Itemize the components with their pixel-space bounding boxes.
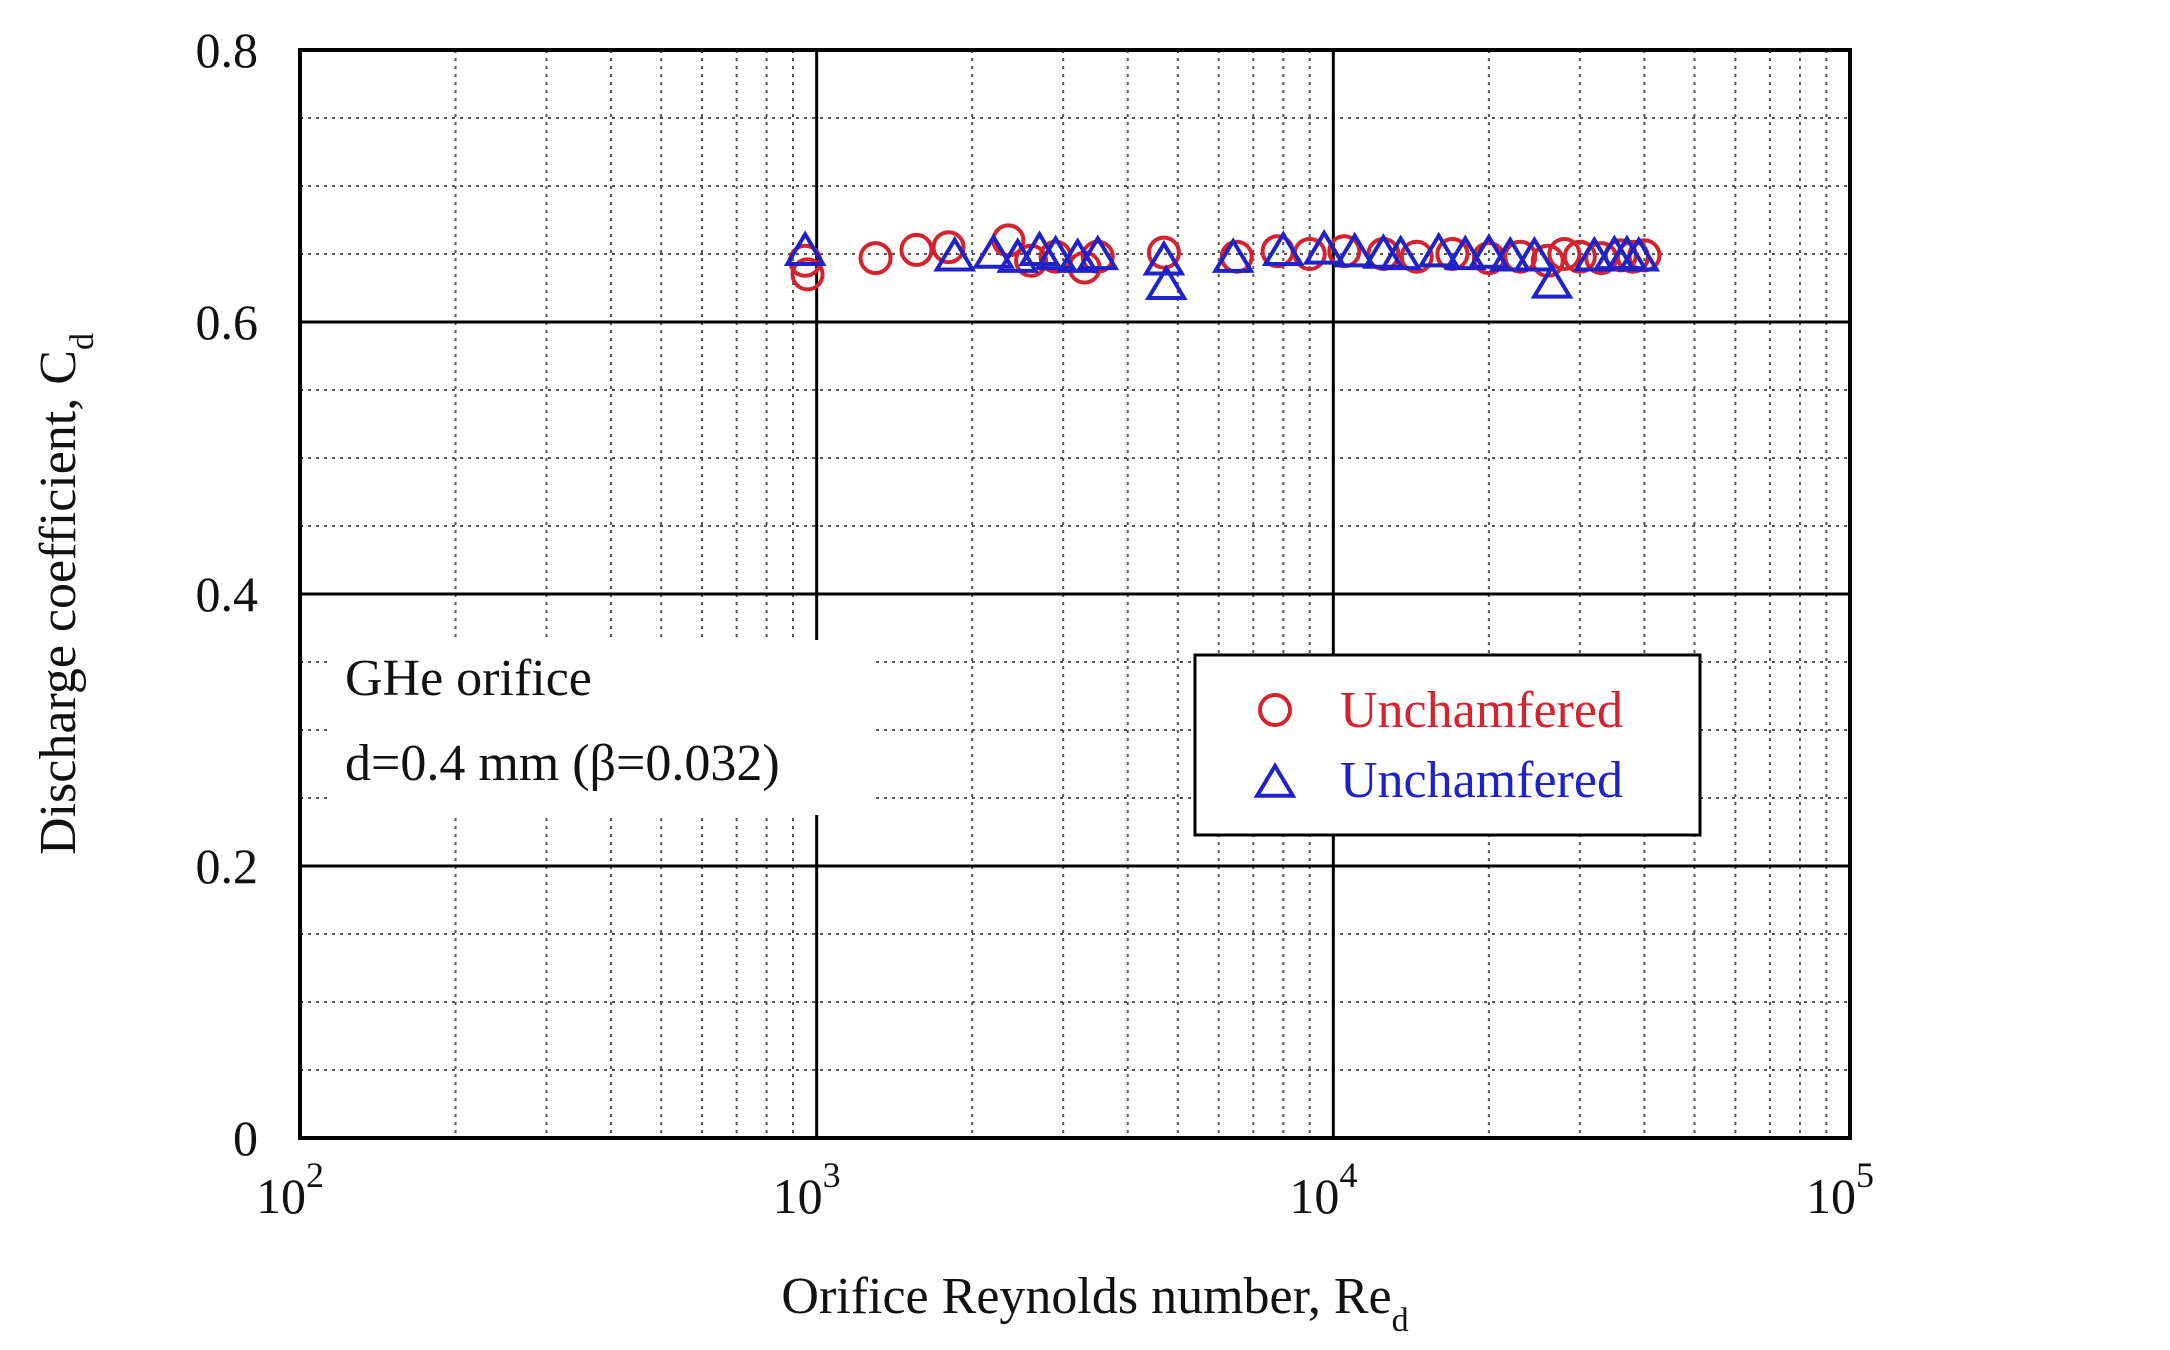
- y-tick-label: 0.4: [196, 566, 259, 622]
- data-point-triangle: [1076, 234, 1120, 271]
- data-point-circle: [1562, 239, 1597, 274]
- annotation-line-2: d=0.4 mm (β=0.032): [345, 735, 780, 792]
- x-tick-label: 103: [773, 1155, 841, 1224]
- major-grid: [300, 50, 1850, 1138]
- data-point-circle: [858, 241, 893, 276]
- data-point-triangle: [1211, 237, 1255, 273]
- data-point-triangle: [1513, 235, 1556, 272]
- x-tick-labels: 102 103 104 105: [256, 1155, 1874, 1224]
- data-point-circle: [1547, 237, 1582, 271]
- x-axis-title: Orifice Reynolds number, Red: [781, 1268, 1408, 1339]
- data-point-circle: [931, 230, 966, 265]
- data-point-triangle: [1261, 230, 1305, 267]
- y-tick-label: 0.2: [196, 838, 259, 894]
- data-point-triangle: [1467, 233, 1511, 269]
- x-tick-label: 102: [256, 1155, 324, 1224]
- data-point-triangle: [1617, 235, 1661, 272]
- data-markers: [783, 223, 1662, 301]
- series-2: [783, 229, 1661, 301]
- data-point-triangle: [783, 230, 827, 267]
- data-point-triangle: [1333, 231, 1377, 268]
- data-point-triangle: [1144, 264, 1188, 301]
- legend-item-1: Unchamfered: [1258, 682, 1623, 739]
- plot-frame: [298, 48, 1852, 1140]
- y-tick-label: 0: [233, 1110, 258, 1166]
- data-point-circle: [790, 257, 825, 292]
- x-axis-title-main: Orifice Reynolds number, Re: [781, 1268, 1391, 1325]
- data-point-triangle: [1302, 229, 1346, 265]
- data-point-triangle: [972, 233, 1015, 269]
- y-tick-label: 0.6: [196, 294, 259, 350]
- annotation-box: GHe orifice d=0.4 mm (β=0.032): [330, 640, 875, 815]
- data-point-triangle: [1034, 234, 1077, 271]
- x-tick-label: 105: [1806, 1155, 1874, 1224]
- data-point-triangle: [1417, 231, 1461, 268]
- data-point-triangle: [1379, 234, 1423, 271]
- data-point-triangle: [1443, 234, 1487, 271]
- x-tick-label: 104: [1289, 1155, 1357, 1224]
- data-point-circle: [899, 232, 934, 267]
- legend-marker-circle: [1258, 693, 1292, 727]
- data-point-circle: [1146, 235, 1181, 270]
- y-tick-labels: 0 0.2 0.4 0.6 0.8: [196, 22, 259, 1166]
- legend-label: Unchamfered: [1340, 752, 1623, 809]
- data-point-triangle: [1530, 263, 1574, 299]
- x-axis-title-subscript: d: [1392, 1302, 1409, 1339]
- legend-marker-triangle: [1253, 762, 1297, 798]
- legend-item-2: Unchamfered: [1253, 752, 1623, 809]
- legend-box: [1193, 653, 1702, 837]
- data-point-triangle: [933, 235, 977, 272]
- y-tick-label: 0.8: [196, 22, 259, 78]
- y-axis-title: Discharge coefficient, Cd: [30, 333, 101, 855]
- legend: Unchamfered Unchamfered: [1193, 653, 1702, 837]
- annotation-line-1: GHe orifice: [345, 650, 592, 707]
- legend-label: Unchamfered: [1340, 682, 1623, 739]
- y-axis-title-subscript: d: [64, 333, 101, 350]
- y-axis-title-main: Discharge coefficient, C: [30, 350, 87, 855]
- data-point-triangle: [1488, 235, 1532, 272]
- data-point-circle: [1399, 239, 1434, 274]
